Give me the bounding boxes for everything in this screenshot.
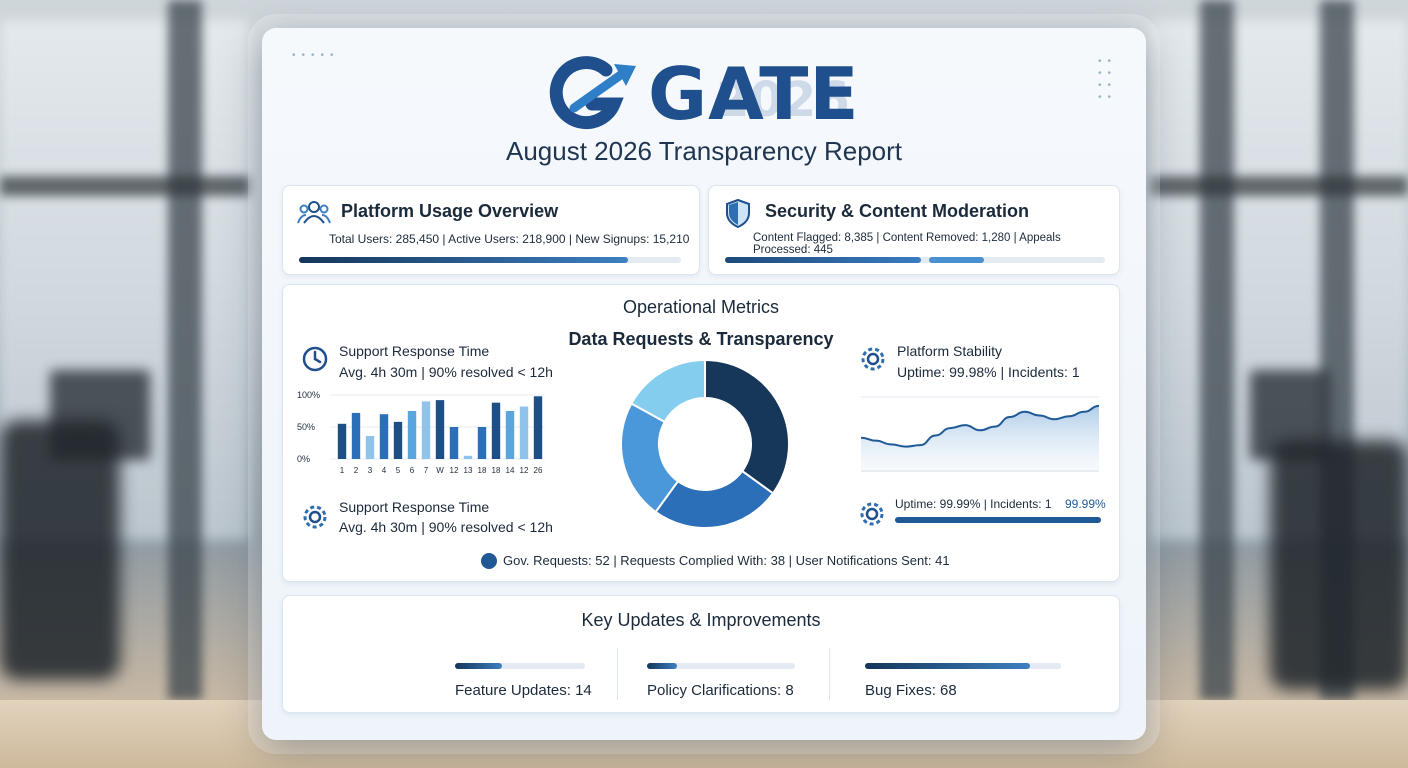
x-tick-label: 3 [368,466,373,475]
y-tick-label: 50% [297,422,315,432]
security-stats: Content Flagged: 8,385 | Content Removed… [753,232,1061,256]
x-tick-label: 18 [492,466,501,475]
y-tick-label: 0% [297,454,310,464]
bar [505,411,515,459]
donut-slice [704,359,790,495]
support-top-title: Support Response Time [339,343,490,359]
policy-fill [647,663,677,669]
x-tick-label: 14 [506,466,515,475]
x-tick-label: 18 [478,466,487,475]
divider [617,648,618,700]
security-progress [725,257,1105,263]
feature-updates-label: Feature Updates: 14 [455,682,592,699]
bar [351,412,361,459]
stability-title: Platform Stability [897,343,1003,359]
bar [491,402,501,459]
operational-card: Operational Metrics Support Response Tim… [282,284,1120,582]
policy-label: Policy Clarifications: 8 [647,682,794,699]
x-tick-label: 13 [464,466,473,475]
bar [477,427,487,459]
x-tick-label: W [436,466,444,475]
report-title: August 2026 Transparency Report [505,136,903,166]
usage-progress [299,257,681,263]
stability-bottom-label: Uptime: 99.99% | Incidents: 1 [895,497,1052,511]
security-card: Security & Content Moderation Content Fl… [708,185,1120,275]
area-fill [861,405,1099,471]
key-updates-card: Key Updates & Improvements Feature Updat… [282,595,1120,713]
logo-ghost-year: 2026 [716,72,850,128]
bar [435,400,445,459]
data-requests-title: Data Requests & Transparency [568,329,834,349]
brand-name: GATE [648,52,860,136]
decor-dots: ••••• [292,50,340,61]
x-tick-label: 5 [396,466,401,475]
support-top-sub: Avg. 4h 30m | 90% resolved < 12h [339,364,553,380]
feature-updates-progress [455,663,585,669]
x-tick-label: 12 [450,466,459,475]
bar [463,455,473,459]
flagged-segment [725,257,921,263]
donut-slice [654,469,775,529]
usage-title: Platform Usage Overview [341,201,559,221]
users-icon [297,201,331,224]
gate-logo-icon [549,56,636,130]
support-bottom-sub: Avg. 4h 30m | 90% resolved < 12h [339,519,553,535]
x-tick-label: 2 [354,466,359,475]
divider [829,648,830,700]
feature-updates-fill [455,663,502,669]
operational-title: Operational Metrics [622,297,780,317]
policy-progress [647,663,795,669]
usage-stats: Total Users: 285,450 | Active Users: 218… [329,232,690,246]
bar [533,396,543,459]
stability-bottom-value: 99.99% [1065,497,1106,511]
bar [337,423,347,459]
x-tick-label: 26 [534,466,543,475]
x-tick-label: 6 [410,466,415,475]
data-requests-legend: Gov. Requests: 52 | Requests Complied Wi… [503,553,950,568]
usage-card: Platform Usage Overview Total Users: 285… [282,185,700,275]
x-tick-label: 12 [520,466,529,475]
bar [421,401,431,459]
decor-dots: •• •• •• •• [1098,56,1118,103]
donut-slice [630,359,706,424]
gate-logo: 2026 GATE [544,52,874,136]
bar [393,421,403,459]
bug-fixes-fill [865,663,1030,669]
y-tick-label: 100% [297,390,320,400]
security-title: Security & Content Moderation [765,201,1030,221]
bug-fixes-progress [865,663,1061,669]
bar [365,435,375,459]
legend-dot [481,553,497,569]
usage-progress-fill [299,257,628,263]
area-line [861,404,1100,448]
x-tick-label: 1 [340,466,345,475]
report-panel: ••••• •• •• •• •• 2026 GATE August 2026 … [262,28,1146,740]
stability-progress [895,517,1101,523]
gear-icon [303,505,327,529]
support-bar-chart: 100%50%0%1 2 3 4 5 6 7 W 12 13 18 18 14 12 26 [297,390,545,475]
clock-icon [302,346,328,372]
removed-segment [929,257,984,263]
stability-progress-fill [895,517,1101,523]
gear-icon [860,502,884,526]
stability-area-chart [861,396,1100,472]
stability-sub: Uptime: 99.98% | Incidents: 1 [897,364,1080,380]
bug-fixes-label: Bug Fixes: 68 [865,682,957,699]
gear-icon [861,347,885,371]
bar [379,414,389,459]
bar [519,406,529,459]
shield-icon [726,198,750,228]
key-updates-title: Key Updates & Improvements [581,610,821,630]
x-tick-label: 4 [382,466,387,475]
data-requests-donut [620,359,790,529]
bar [449,427,459,459]
x-tick-label: 7 [424,466,429,475]
support-bottom-title: Support Response Time [339,499,490,515]
bar [407,411,417,459]
